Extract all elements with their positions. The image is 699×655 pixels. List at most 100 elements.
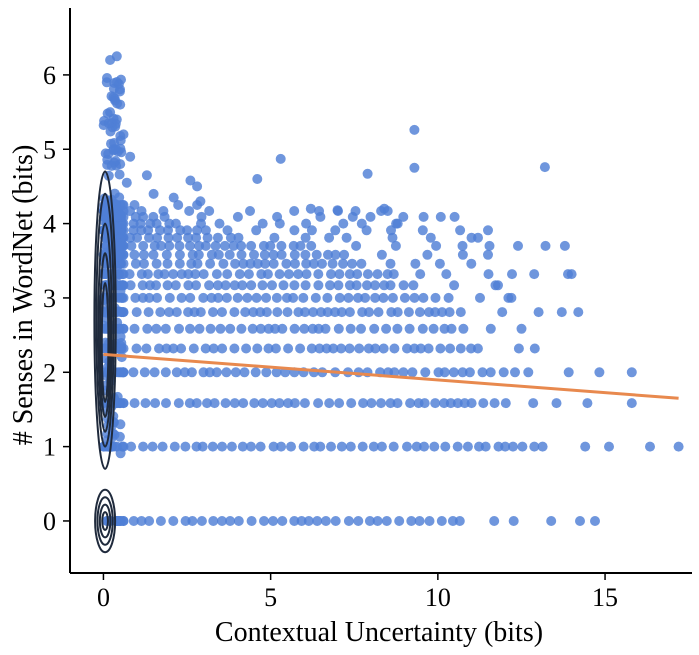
data-point	[245, 258, 256, 269]
data-point	[422, 249, 433, 260]
data-point	[111, 51, 122, 62]
density-contour	[93, 170, 117, 470]
data-point	[489, 398, 500, 409]
y-tick-label: 4	[43, 210, 56, 239]
data-point	[150, 398, 161, 409]
data-point	[282, 307, 293, 318]
data-point	[217, 441, 228, 452]
data-point	[523, 367, 534, 378]
data-point	[339, 249, 350, 260]
data-point	[176, 343, 187, 354]
data-point	[138, 441, 149, 452]
data-point	[362, 269, 373, 280]
data-point	[455, 343, 466, 354]
data-point	[300, 307, 310, 318]
data-point	[202, 398, 212, 409]
data-point	[389, 367, 400, 378]
data-point	[260, 258, 271, 269]
data-point	[439, 323, 450, 334]
data-point	[508, 516, 519, 526]
data-point	[126, 240, 137, 251]
data-point	[336, 307, 347, 318]
data-point	[437, 307, 448, 318]
data-point	[306, 240, 317, 251]
data-point	[351, 240, 362, 251]
data-point	[99, 206, 110, 217]
data-point	[300, 249, 311, 260]
data-point	[249, 398, 260, 409]
data-point	[326, 269, 336, 280]
data-point	[195, 196, 206, 207]
data-point	[271, 367, 282, 378]
data-point	[114, 241, 125, 251]
data-point	[252, 258, 263, 269]
data-point	[277, 323, 288, 334]
data-point	[301, 218, 312, 229]
data-point	[283, 343, 294, 354]
data-point	[210, 240, 221, 251]
data-point	[452, 398, 463, 409]
data-point	[276, 240, 287, 251]
data-point	[215, 323, 226, 334]
data-point	[257, 398, 268, 409]
data-point	[381, 323, 392, 334]
data-point	[190, 269, 201, 280]
data-point	[477, 367, 488, 378]
data-point	[245, 206, 255, 216]
data-point	[604, 441, 614, 452]
data-point	[334, 398, 345, 409]
data-point	[489, 516, 500, 526]
data-point	[185, 323, 195, 334]
data-point	[466, 343, 476, 354]
data-point	[385, 398, 396, 409]
data-point	[248, 307, 259, 318]
data-point	[212, 280, 223, 291]
data-point	[462, 441, 473, 452]
data-point	[590, 516, 600, 526]
data-point	[144, 232, 154, 243]
data-point	[174, 258, 185, 269]
data-point	[392, 307, 403, 318]
data-point	[168, 192, 179, 203]
data-point	[129, 200, 140, 210]
data-point	[176, 292, 187, 303]
data-point	[559, 240, 570, 251]
data-point	[198, 269, 209, 280]
data-point	[161, 398, 171, 409]
data-point	[191, 232, 202, 243]
data-point	[168, 516, 179, 526]
data-point	[115, 159, 126, 170]
data-point	[151, 258, 162, 269]
data-point	[445, 398, 456, 409]
data-point	[118, 129, 129, 140]
data-point	[238, 258, 249, 269]
data-point	[184, 206, 195, 216]
data-point	[452, 441, 463, 452]
data-point	[249, 249, 259, 260]
data-point	[236, 249, 247, 260]
data-point	[250, 367, 261, 378]
data-point	[334, 292, 345, 303]
data-point	[142, 269, 153, 280]
data-point	[164, 240, 175, 251]
x-axis-label: Contextual Uncertainty (bits)	[215, 617, 543, 648]
data-point	[272, 307, 283, 318]
data-point	[130, 258, 141, 269]
data-point	[626, 367, 637, 378]
data-point	[368, 441, 379, 452]
data-point	[362, 168, 373, 179]
data-point	[435, 211, 446, 222]
data-point	[161, 343, 172, 354]
data-point	[155, 307, 166, 318]
data-point	[211, 367, 222, 378]
data-point	[105, 107, 116, 118]
data-point	[208, 343, 219, 354]
data-point	[506, 292, 517, 303]
data-point	[459, 398, 470, 409]
data-point	[197, 441, 208, 452]
data-point	[137, 280, 148, 291]
data-point	[131, 307, 142, 318]
data-point	[311, 249, 322, 260]
data-point	[392, 323, 403, 334]
data-point	[408, 280, 419, 291]
